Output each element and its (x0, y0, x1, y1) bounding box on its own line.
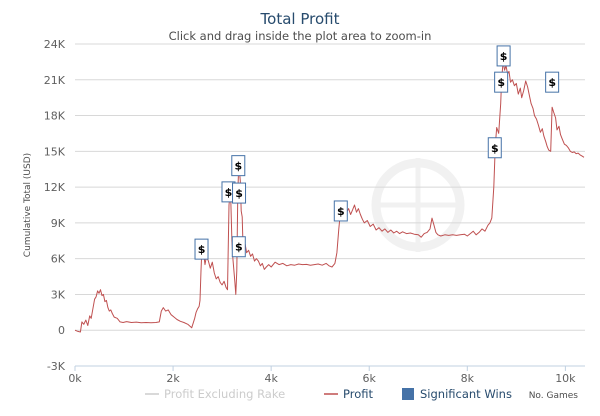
flag-label: $ (225, 186, 233, 199)
flag-box (545, 71, 560, 93)
flag-box (487, 137, 502, 159)
legend-label: Profit (343, 387, 373, 401)
legend-box-symbol (402, 388, 414, 400)
y-tick-label: 9K (51, 217, 66, 230)
flag-box (194, 238, 209, 260)
significant-win-flag[interactable]: $ (496, 45, 511, 67)
significant-win-flag[interactable]: $ (487, 137, 502, 159)
flag-label: $ (548, 76, 556, 89)
flag-label: $ (491, 142, 499, 155)
x-axis-title: No. Games (529, 391, 579, 401)
flag-box (496, 45, 511, 67)
watermark (371, 158, 465, 252)
legend[interactable]: Profit Excluding Rake Profit Significant W… (145, 387, 512, 401)
y-tick-label: 12K (44, 181, 66, 194)
flag-label: $ (235, 241, 243, 254)
significant-wins-layer: $$$$$$$$$$ (194, 45, 560, 260)
significant-win-flag[interactable]: $ (231, 155, 246, 177)
chart-subtitle: Click and drag inside the plot area to z… (169, 29, 432, 43)
flag-label: $ (234, 160, 242, 173)
y-tick-label: 15K (44, 145, 66, 158)
x-tick-label: 6k (363, 372, 377, 385)
legend-label: Profit Excluding Rake (164, 387, 285, 401)
significant-win-flag[interactable]: $ (545, 71, 560, 93)
flag-label: $ (337, 205, 345, 218)
y-tick-label: 18K (44, 110, 66, 123)
significant-win-flag[interactable]: $ (494, 71, 509, 93)
y-tick-label: 6K (51, 253, 66, 266)
significant-win-flag[interactable]: $ (232, 182, 247, 204)
y-axis-title: Cumulative Total (USD) (23, 153, 33, 257)
legend-item[interactable]: Profit (324, 387, 373, 401)
flag-box (231, 155, 246, 177)
significant-win-flag[interactable]: $ (194, 238, 209, 260)
y-axis-ticks: -3K 0 3K 6K 9K 12K 15K 18K 21K 24K (44, 38, 66, 373)
y-tick-label: 0 (58, 324, 65, 337)
flag-box (494, 71, 509, 93)
legend-item[interactable]: Significant Wins (402, 387, 512, 401)
x-tick-label: 2k (166, 372, 180, 385)
x-tick-label: 8k (461, 372, 475, 385)
chart-title: Total Profit (260, 10, 340, 28)
flag-label: $ (235, 187, 243, 200)
flag-label: $ (500, 50, 508, 63)
y-tick-label: 24K (44, 38, 66, 51)
x-axis-ticks: 0k 2k 4k 6k 8k 10k (68, 366, 576, 385)
series-layer (74, 61, 585, 333)
legend-item[interactable]: Profit Excluding Rake (145, 387, 285, 401)
significant-win-flag[interactable]: $ (231, 236, 246, 258)
x-tick-label: 0k (68, 372, 82, 385)
y-tick-label: -3K (47, 360, 66, 373)
x-tick-label: 4k (264, 372, 278, 385)
legend-label: Significant Wins (420, 387, 512, 401)
x-tick-label: 10k (555, 372, 576, 385)
flag-label: $ (497, 76, 505, 89)
flag-box (232, 182, 247, 204)
y-tick-label: 3K (51, 288, 66, 301)
flag-label: $ (198, 243, 206, 256)
significant-win-flag[interactable]: $ (333, 200, 348, 222)
grid-lines (75, 43, 585, 367)
flag-box (333, 200, 348, 222)
flag-box (231, 236, 246, 258)
profit-series-line[interactable] (74, 61, 585, 333)
y-tick-label: 21K (44, 74, 66, 87)
